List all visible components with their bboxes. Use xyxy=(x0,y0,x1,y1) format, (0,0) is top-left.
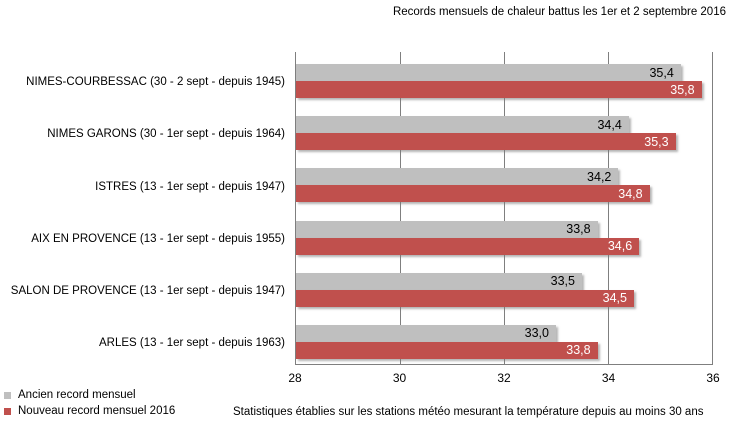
chart-title: Records mensuels de chaleur battus les 1… xyxy=(392,6,726,18)
gridline-x-30 xyxy=(400,52,401,364)
plot-area: 35,4 35,8 34,4 35,3 34,2 34,8 33,8 34,6 33,5 34,5… xyxy=(295,52,713,365)
bar-value-label: 35,3 xyxy=(644,134,669,149)
bar-group: 34,2 34,8 xyxy=(296,156,712,208)
category-label: NIMES-COURBESSAC (30 - 2 sept - depuis 1… xyxy=(26,76,285,89)
category-label: ISTRES (13 - 1er sept - depuis 1947) xyxy=(95,180,285,193)
new-record-bar: 34,6 xyxy=(296,237,640,255)
new-record-swatch-icon xyxy=(4,407,11,415)
bar-value-label: 33,8 xyxy=(566,222,591,237)
legend-item-old-record: Ancien record mensuel xyxy=(4,389,175,401)
bar-value-label: 33,8 xyxy=(566,343,591,358)
legend: Ancien record mensuel Nouveau record men… xyxy=(4,389,175,417)
footer-note: Statistiques établies sur les stations m… xyxy=(233,406,704,418)
bar-group: 34,4 35,3 xyxy=(296,104,712,156)
gridline-x-32 xyxy=(504,52,505,364)
old-record-bar: 33,5 xyxy=(296,272,582,290)
bar-group: 33,0 33,8 xyxy=(296,313,712,365)
bar-value-label: 35,8 xyxy=(670,82,695,97)
old-record-bar: 35,4 xyxy=(296,64,681,82)
category-label: SALON DE PROVENCE (13 - 1er sept - depui… xyxy=(10,284,285,297)
old-record-swatch-icon xyxy=(4,391,11,399)
bar-value-label: 33,5 xyxy=(550,274,575,289)
bar-value-label: 34,5 xyxy=(602,291,627,306)
bar-value-label: 33,0 xyxy=(524,326,549,341)
bar-value-label: 34,6 xyxy=(607,239,633,254)
category-label: AIX EN PROVENCE (13 - 1er sept - depuis … xyxy=(31,232,285,245)
category-label: NIMES GARONS (30 - 1er sept - depuis 196… xyxy=(47,128,285,141)
gridline-x-34 xyxy=(608,52,609,364)
category-axis: NIMES-COURBESSAC (30 - 2 sept - depuis 1… xyxy=(0,52,290,365)
old-record-bar: 34,4 xyxy=(296,116,629,134)
x-tick-label: 36 xyxy=(706,371,720,385)
new-record-bar: 33,8 xyxy=(296,341,598,359)
category-label: ARLES (13 - 1er sept - depuis 1963) xyxy=(98,337,285,350)
bar-group: 33,8 34,6 xyxy=(296,208,712,260)
old-record-bar: 34,2 xyxy=(296,168,619,186)
legend-label: Nouveau record mensuel 2016 xyxy=(18,405,176,417)
bar-group: 35,4 35,8 xyxy=(296,52,712,104)
bar-value-label: 34,4 xyxy=(597,117,622,132)
new-record-bar: 34,5 xyxy=(296,289,634,307)
x-tick-label: 34 xyxy=(601,371,616,385)
bar-group: 33,5 34,5 xyxy=(296,261,712,313)
new-record-bar: 35,8 xyxy=(296,81,702,99)
bar-value-label: 35,4 xyxy=(649,65,674,80)
x-tick-label: 30 xyxy=(392,371,407,385)
old-record-bar: 33,8 xyxy=(296,220,598,238)
old-record-bar: 33,0 xyxy=(296,324,556,342)
legend-item-new-record: Nouveau record mensuel 2016 xyxy=(4,405,175,417)
legend-label: Ancien record mensuel xyxy=(18,389,136,401)
x-tick-label: 32 xyxy=(497,371,511,385)
bar-value-label: 34,8 xyxy=(618,186,643,201)
new-record-bar: 34,8 xyxy=(296,185,650,203)
new-record-bar: 35,3 xyxy=(296,133,676,151)
bar-value-label: 34,2 xyxy=(587,169,612,184)
x-tick-label: 28 xyxy=(288,371,302,385)
x-axis: 28 30 32 34 36 xyxy=(288,371,719,385)
